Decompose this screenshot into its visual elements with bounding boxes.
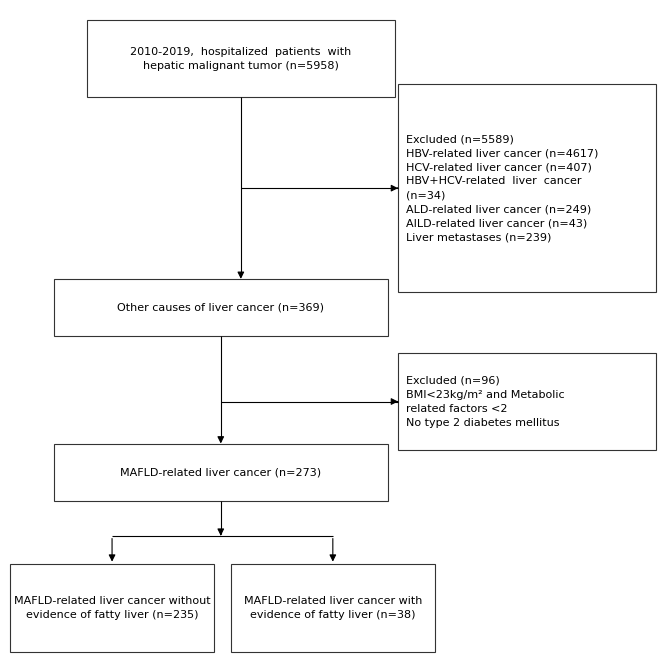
Text: Other causes of liver cancer (n=369): Other causes of liver cancer (n=369) [117, 302, 324, 312]
Text: MAFLD-related liver cancer without
evidence of fatty liver (n=235): MAFLD-related liver cancer without evide… [14, 596, 210, 620]
Text: 2010-2019,  hospitalized  patients  with
hepatic malignant tumor (n=5958): 2010-2019, hospitalized patients with he… [130, 47, 351, 71]
FancyBboxPatch shape [231, 564, 435, 652]
Text: MAFLD-related liver cancer with
evidence of fatty liver (n=38): MAFLD-related liver cancer with evidence… [244, 596, 422, 620]
FancyBboxPatch shape [54, 279, 388, 336]
FancyBboxPatch shape [10, 564, 214, 652]
FancyBboxPatch shape [54, 444, 388, 501]
FancyBboxPatch shape [87, 20, 395, 97]
Text: MAFLD-related liver cancer (n=273): MAFLD-related liver cancer (n=273) [120, 467, 321, 477]
Text: Excluded (n=96)
BMI<23kg/m² and Metabolic
related factors <2
No type 2 diabetes : Excluded (n=96) BMI<23kg/m² and Metaboli… [406, 376, 565, 427]
FancyBboxPatch shape [398, 84, 656, 292]
FancyBboxPatch shape [398, 353, 656, 450]
Text: Excluded (n=5589)
HBV-related liver cancer (n=4617)
HCV-related liver cancer (n=: Excluded (n=5589) HBV-related liver canc… [406, 134, 599, 242]
